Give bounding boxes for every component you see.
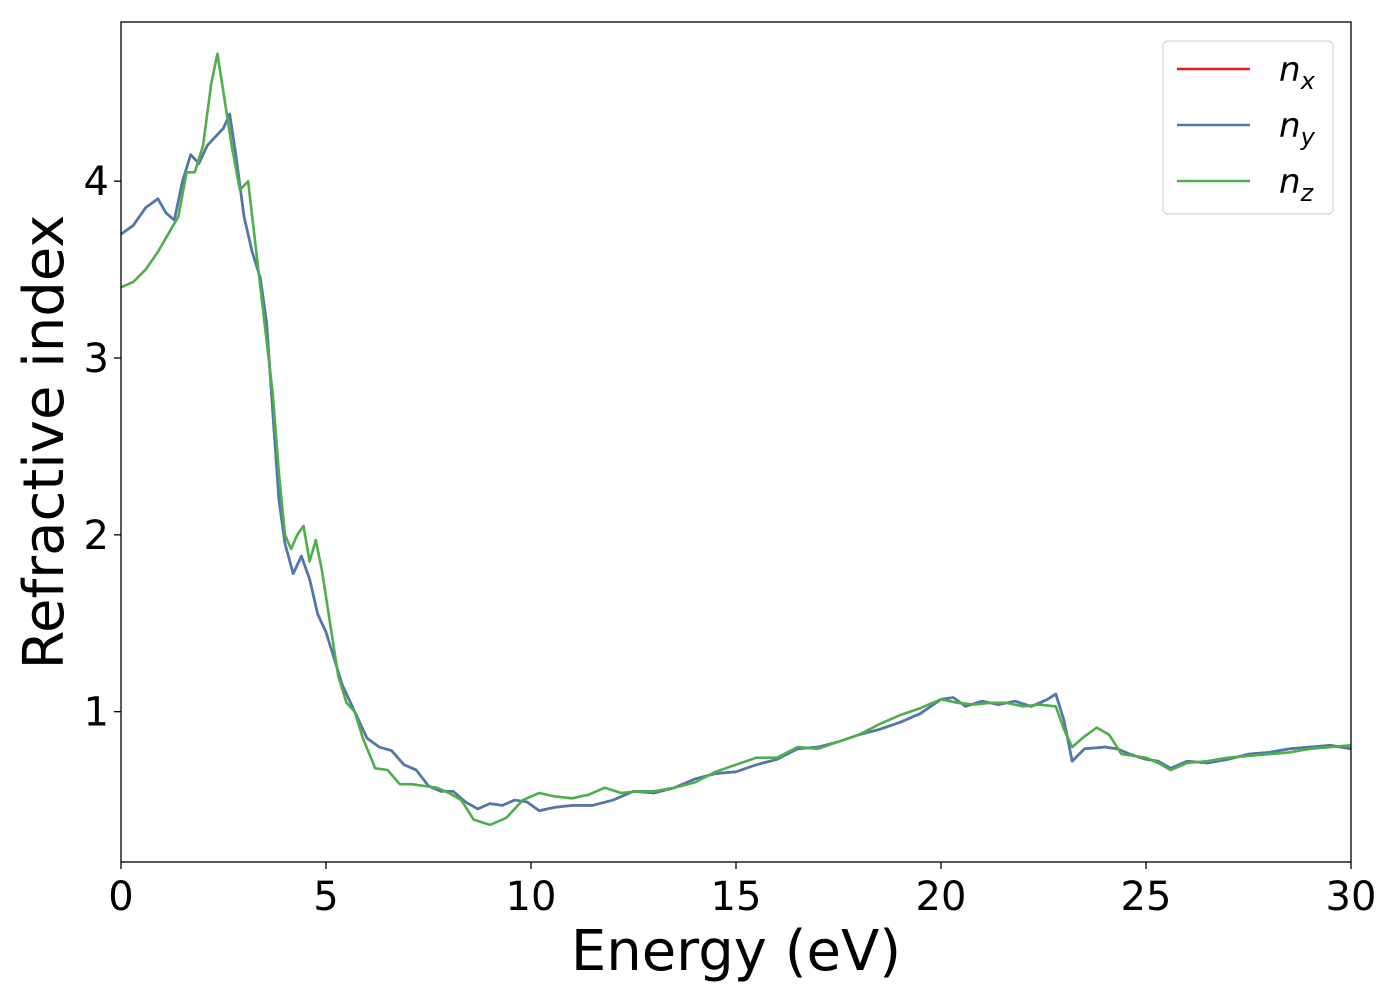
x-tick-label: 30 [1326, 874, 1377, 920]
x-tick-label: 20 [916, 874, 967, 920]
legend-label-n-z: nz [1279, 162, 1315, 207]
x-tick-label: 15 [711, 874, 762, 920]
y-tick-label: 2 [84, 513, 109, 559]
legend-label-n-y: ny [1279, 106, 1316, 151]
series-line-n-x [121, 112, 1351, 812]
legend-label-n-x: nx [1279, 50, 1316, 95]
series-layer [121, 52, 1351, 827]
series-line-n-y [121, 112, 1351, 812]
x-tick-label: 10 [506, 874, 557, 920]
legend: nx ny nz [1162, 40, 1334, 215]
x-ticks: 0 5 10 15 20 25 30 [108, 862, 1376, 920]
legend-box [1162, 40, 1334, 215]
y-axis-title: Refractive index [12, 215, 77, 670]
y-ticks: 1 2 3 4 [84, 159, 121, 736]
x-tick-label: 5 [313, 874, 338, 920]
y-tick-label: 1 [84, 690, 109, 736]
series-line-n-z [121, 52, 1351, 827]
y-tick-label: 4 [84, 159, 109, 205]
x-tick-label: 25 [1121, 874, 1172, 920]
x-axis-title: Energy (eV) [571, 919, 901, 984]
x-tick-label: 0 [108, 874, 133, 920]
y-tick-label: 3 [84, 336, 109, 382]
